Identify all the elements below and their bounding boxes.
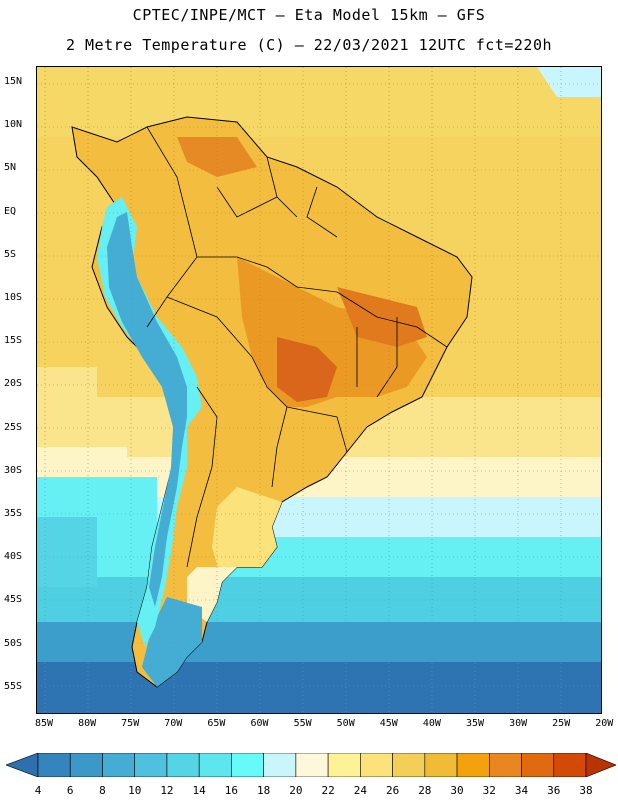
- lon-label: 20W: [595, 718, 614, 729]
- colorbar-tick-label: 32: [482, 784, 496, 797]
- map-canvas: [37, 67, 601, 713]
- lat-label: 25S: [4, 421, 23, 433]
- colorbar-swatch: [360, 753, 393, 777]
- colorbar-swatch: [327, 753, 361, 777]
- lon-label: 40W: [422, 718, 441, 729]
- colorbar-swatch: [37, 753, 71, 777]
- lon-label: 30W: [509, 718, 528, 729]
- lat-label: 40S: [4, 551, 23, 563]
- lat-label: 45S: [4, 594, 23, 606]
- colorbar-swatch: [198, 753, 232, 777]
- colorbar-swatch: [553, 753, 587, 777]
- colorbar-swatch: [295, 753, 329, 777]
- lon-label: 70W: [164, 718, 183, 729]
- colorbar-tick-label: 34: [514, 784, 529, 797]
- colorbar-swatch: [166, 753, 200, 777]
- lat-label: 15S: [4, 335, 23, 347]
- colorbar-tick-label: 14: [192, 784, 206, 797]
- colorbar-swatch: [488, 753, 522, 777]
- lat-label: 20S: [4, 378, 23, 390]
- lon-label: 45W: [379, 718, 398, 729]
- temperature-map: [36, 66, 602, 714]
- colorbar-tick-label: 6: [66, 784, 74, 797]
- colorbar-tick-label: 22: [321, 784, 335, 797]
- colorbar-tick-label: 26: [385, 784, 400, 797]
- colorbar-tick-label: 20: [289, 784, 303, 797]
- lon-label: 55W: [293, 718, 312, 729]
- colorbar-swatch: [102, 753, 136, 777]
- colorbar-swatch: [424, 753, 458, 777]
- map-title: CPTEC/INPE/MCT – Eta Model 15km – GFS: [132, 6, 486, 24]
- lon-label: 25W: [552, 718, 571, 729]
- lat-label: 55S: [4, 680, 23, 692]
- lon-label: 85W: [34, 718, 54, 729]
- colorbar-swatch: [231, 753, 264, 777]
- colorbar-arrow-low: [6, 753, 39, 777]
- colorbar-tick-label: 10: [128, 784, 142, 797]
- lon-label: 75W: [121, 718, 140, 729]
- lon-label: 80W: [78, 718, 97, 729]
- colorbar-tick-label: 30: [450, 784, 464, 797]
- lat-label: EQ: [4, 205, 17, 217]
- colorbar-tick-label: 18: [257, 784, 271, 797]
- colorbar-tick-label: 8: [99, 784, 106, 797]
- lat-label: 10N: [4, 119, 23, 131]
- lat-label: 50S: [4, 637, 23, 649]
- map-subtitle: 2 Metre Temperature (C) – 22/03/2021 12U…: [65, 36, 553, 54]
- colorbar-tick-label: 12: [160, 784, 174, 797]
- lat-label: 5N: [4, 162, 17, 174]
- lat-label: 30S: [4, 464, 23, 476]
- colorbar-swatch: [521, 753, 555, 777]
- colorbar-swatch: [263, 753, 297, 777]
- colorbar-tick-label: 4: [34, 784, 42, 797]
- colorbar-tick-label: 16: [224, 784, 239, 797]
- lat-label: 35S: [4, 508, 23, 519]
- lat-label: 15N: [4, 76, 23, 87]
- colorbar-swatch: [456, 753, 490, 777]
- lon-label: 35W: [465, 718, 485, 729]
- lat-label: 5S: [4, 248, 17, 260]
- colorbar-tick-label: 24: [353, 784, 367, 797]
- colorbar-arrow-high: [585, 753, 616, 777]
- colorbar-swatch: [69, 753, 103, 777]
- colorbar-swatch: [134, 753, 168, 777]
- colorbar-swatch: [392, 753, 426, 777]
- lon-label: 65W: [207, 718, 226, 729]
- lat-label: 10S: [4, 292, 23, 303]
- lon-label: 50W: [336, 718, 355, 729]
- color-scale-bar: [6, 753, 616, 777]
- colorbar-tick-label: 38: [579, 784, 593, 797]
- lon-label: 60W: [250, 718, 269, 729]
- colorbar-tick-label: 36: [547, 784, 561, 797]
- colorbar-tick-label: 28: [418, 784, 432, 797]
